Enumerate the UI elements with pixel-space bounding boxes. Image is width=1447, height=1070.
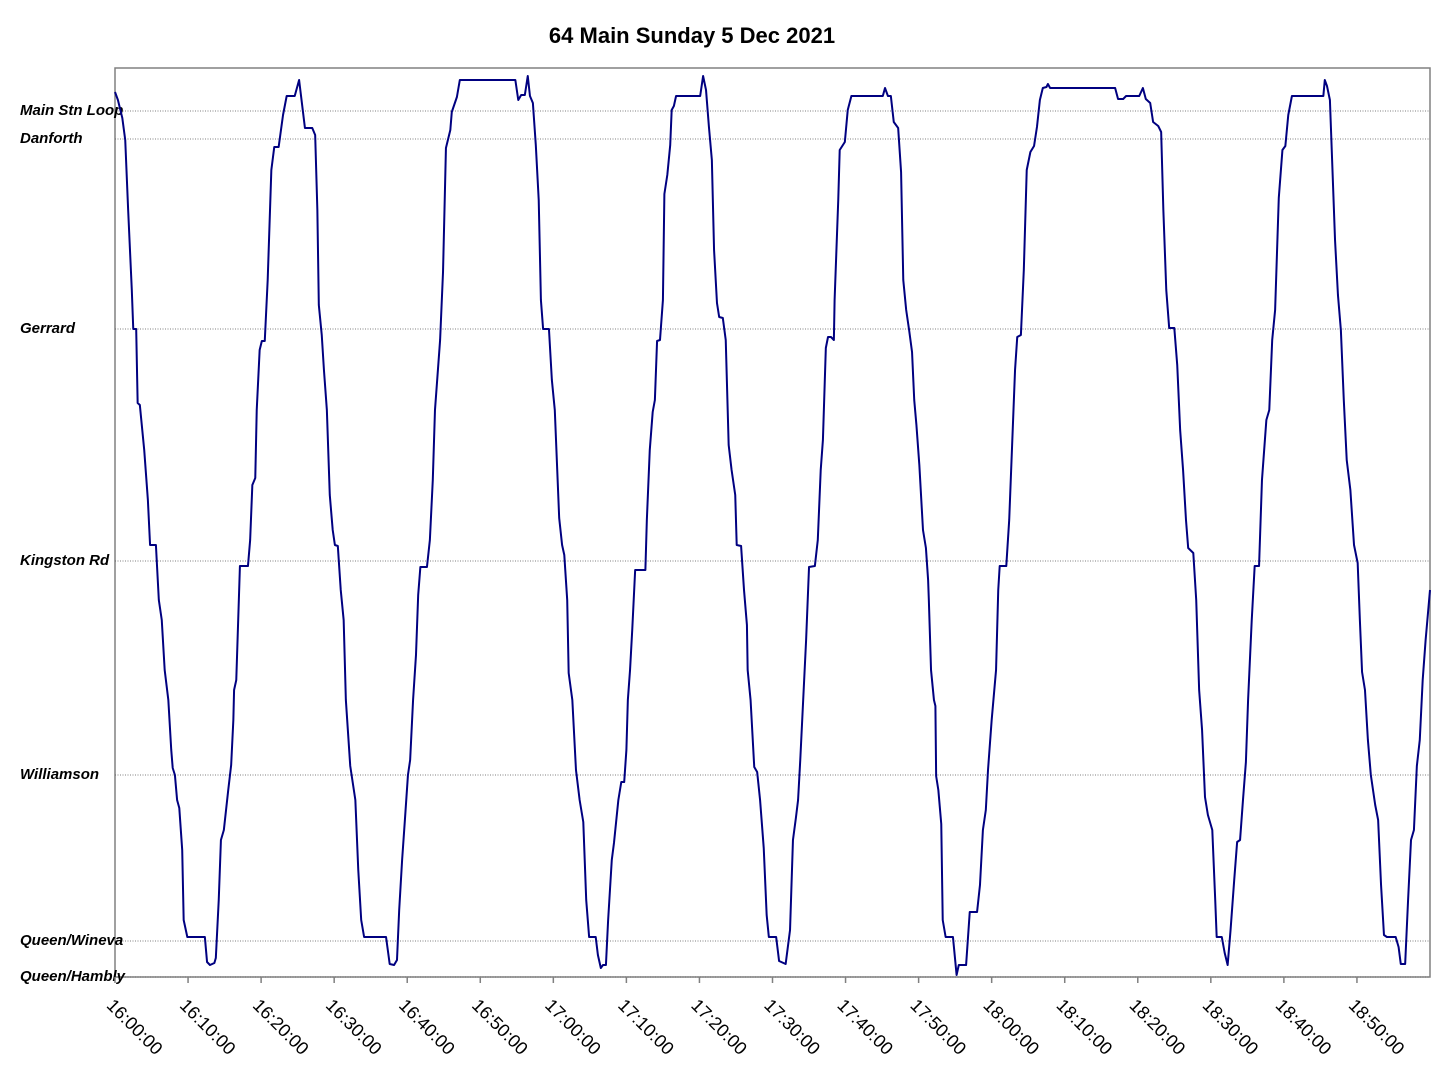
y-tick-label: Queen/Hambly (20, 968, 126, 985)
y-tick-label: Main Stn Loop (20, 102, 123, 119)
data-line (114, 75, 1431, 976)
y-tick-label: Kingston Rd (20, 552, 110, 569)
y-tick-label: Danforth (20, 130, 83, 147)
y-tick-label: Queen/Wineva (20, 932, 123, 949)
chart-title: 64 Main Sunday 5 Dec 2021 (549, 23, 835, 48)
y-tick-label: Gerrard (20, 320, 76, 337)
y-tick-label: Williamson (20, 766, 99, 783)
